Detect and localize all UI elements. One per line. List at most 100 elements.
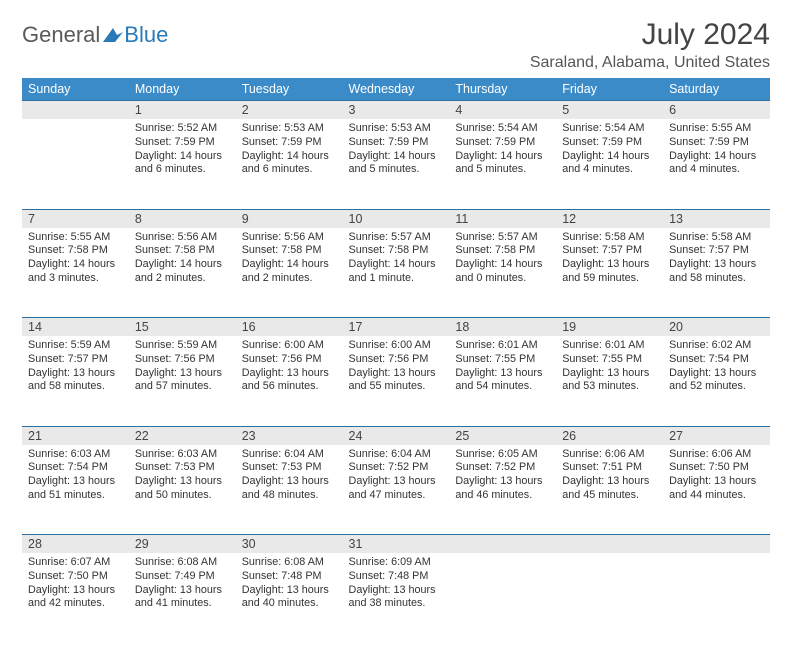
day-number-cell bbox=[663, 535, 770, 554]
page-header: GeneralBlue July 2024 Saraland, Alabama,… bbox=[22, 18, 770, 72]
day-number-cell: 12 bbox=[556, 209, 663, 228]
sunset-line: Sunset: 7:57 PM bbox=[28, 353, 123, 367]
day-number-cell: 18 bbox=[449, 318, 556, 337]
sunrise-line: Sunrise: 6:02 AM bbox=[669, 339, 764, 353]
daylight-line: Daylight: 14 hours and 2 minutes. bbox=[242, 258, 337, 286]
day-number-cell: 28 bbox=[22, 535, 129, 554]
month-title: July 2024 bbox=[530, 18, 770, 52]
daylight-line: Daylight: 14 hours and 6 minutes. bbox=[242, 150, 337, 178]
day-content-cell: Sunrise: 5:53 AMSunset: 7:59 PMDaylight:… bbox=[236, 119, 343, 209]
sunrise-line: Sunrise: 6:04 AM bbox=[349, 448, 444, 462]
day-content-cell: Sunrise: 6:00 AMSunset: 7:56 PMDaylight:… bbox=[343, 336, 450, 426]
sunset-line: Sunset: 7:54 PM bbox=[28, 461, 123, 475]
day-number-cell: 29 bbox=[129, 535, 236, 554]
sunset-line: Sunset: 7:52 PM bbox=[455, 461, 550, 475]
day-number-cell: 20 bbox=[663, 318, 770, 337]
day-number-cell: 1 bbox=[129, 101, 236, 120]
daylight-line: Daylight: 13 hours and 42 minutes. bbox=[28, 584, 123, 612]
day-content-cell: Sunrise: 6:02 AMSunset: 7:54 PMDaylight:… bbox=[663, 336, 770, 426]
daylight-line: Daylight: 13 hours and 57 minutes. bbox=[135, 367, 230, 395]
sunset-line: Sunset: 7:59 PM bbox=[349, 136, 444, 150]
day-number-cell: 19 bbox=[556, 318, 663, 337]
calendar-body: 123456Sunrise: 5:52 AMSunset: 7:59 PMDay… bbox=[22, 101, 770, 644]
day-content-row: Sunrise: 6:07 AMSunset: 7:50 PMDaylight:… bbox=[22, 553, 770, 643]
daylight-line: Daylight: 13 hours and 50 minutes. bbox=[135, 475, 230, 503]
day-content-cell: Sunrise: 5:59 AMSunset: 7:56 PMDaylight:… bbox=[129, 336, 236, 426]
day-content-cell: Sunrise: 6:00 AMSunset: 7:56 PMDaylight:… bbox=[236, 336, 343, 426]
daylight-line: Daylight: 13 hours and 59 minutes. bbox=[562, 258, 657, 286]
sunset-line: Sunset: 7:48 PM bbox=[349, 570, 444, 584]
day-number-cell: 4 bbox=[449, 101, 556, 120]
day-content-cell bbox=[22, 119, 129, 209]
sunrise-line: Sunrise: 5:55 AM bbox=[669, 122, 764, 136]
daylight-line: Daylight: 13 hours and 55 minutes. bbox=[349, 367, 444, 395]
sunrise-line: Sunrise: 6:03 AM bbox=[135, 448, 230, 462]
sunrise-line: Sunrise: 6:05 AM bbox=[455, 448, 550, 462]
daylight-line: Daylight: 13 hours and 46 minutes. bbox=[455, 475, 550, 503]
day-content-cell: Sunrise: 6:03 AMSunset: 7:54 PMDaylight:… bbox=[22, 445, 129, 535]
sunset-line: Sunset: 7:56 PM bbox=[242, 353, 337, 367]
daylight-line: Daylight: 13 hours and 47 minutes. bbox=[349, 475, 444, 503]
logo: GeneralBlue bbox=[22, 18, 168, 48]
day-number-cell bbox=[556, 535, 663, 554]
calendar-table: Sunday Monday Tuesday Wednesday Thursday… bbox=[22, 78, 770, 643]
daylight-line: Daylight: 13 hours and 51 minutes. bbox=[28, 475, 123, 503]
sunset-line: Sunset: 7:59 PM bbox=[455, 136, 550, 150]
day-number-cell: 6 bbox=[663, 101, 770, 120]
weekday-header: Wednesday bbox=[343, 78, 450, 101]
day-number-cell: 22 bbox=[129, 426, 236, 445]
day-number-cell: 15 bbox=[129, 318, 236, 337]
sunrise-line: Sunrise: 5:53 AM bbox=[349, 122, 444, 136]
daylight-line: Daylight: 14 hours and 6 minutes. bbox=[135, 150, 230, 178]
day-number-cell: 16 bbox=[236, 318, 343, 337]
sunrise-line: Sunrise: 5:52 AM bbox=[135, 122, 230, 136]
day-content-row: Sunrise: 5:52 AMSunset: 7:59 PMDaylight:… bbox=[22, 119, 770, 209]
weekday-header-row: Sunday Monday Tuesday Wednesday Thursday… bbox=[22, 78, 770, 101]
sunrise-line: Sunrise: 5:56 AM bbox=[135, 231, 230, 245]
sunset-line: Sunset: 7:50 PM bbox=[669, 461, 764, 475]
sunset-line: Sunset: 7:59 PM bbox=[562, 136, 657, 150]
weekday-header: Monday bbox=[129, 78, 236, 101]
day-content-cell: Sunrise: 5:59 AMSunset: 7:57 PMDaylight:… bbox=[22, 336, 129, 426]
day-number-cell: 17 bbox=[343, 318, 450, 337]
day-content-cell: Sunrise: 5:57 AMSunset: 7:58 PMDaylight:… bbox=[449, 228, 556, 318]
day-content-cell: Sunrise: 6:03 AMSunset: 7:53 PMDaylight:… bbox=[129, 445, 236, 535]
sunset-line: Sunset: 7:58 PM bbox=[242, 244, 337, 258]
daylight-line: Daylight: 14 hours and 3 minutes. bbox=[28, 258, 123, 286]
daylight-line: Daylight: 13 hours and 52 minutes. bbox=[669, 367, 764, 395]
sunrise-line: Sunrise: 6:04 AM bbox=[242, 448, 337, 462]
day-content-cell: Sunrise: 5:55 AMSunset: 7:58 PMDaylight:… bbox=[22, 228, 129, 318]
day-content-cell: Sunrise: 5:58 AMSunset: 7:57 PMDaylight:… bbox=[556, 228, 663, 318]
sunrise-line: Sunrise: 6:00 AM bbox=[349, 339, 444, 353]
daylight-line: Daylight: 13 hours and 58 minutes. bbox=[28, 367, 123, 395]
weekday-header: Tuesday bbox=[236, 78, 343, 101]
sunrise-line: Sunrise: 5:57 AM bbox=[455, 231, 550, 245]
sunrise-line: Sunrise: 6:08 AM bbox=[242, 556, 337, 570]
daylight-line: Daylight: 13 hours and 48 minutes. bbox=[242, 475, 337, 503]
sunset-line: Sunset: 7:52 PM bbox=[349, 461, 444, 475]
day-number-cell: 21 bbox=[22, 426, 129, 445]
day-content-cell: Sunrise: 6:04 AMSunset: 7:53 PMDaylight:… bbox=[236, 445, 343, 535]
day-number-row: 21222324252627 bbox=[22, 426, 770, 445]
day-content-cell: Sunrise: 5:54 AMSunset: 7:59 PMDaylight:… bbox=[556, 119, 663, 209]
day-content-cell: Sunrise: 6:06 AMSunset: 7:51 PMDaylight:… bbox=[556, 445, 663, 535]
sunset-line: Sunset: 7:53 PM bbox=[242, 461, 337, 475]
title-block: July 2024 Saraland, Alabama, United Stat… bbox=[530, 18, 770, 72]
day-number-cell: 10 bbox=[343, 209, 450, 228]
sunset-line: Sunset: 7:58 PM bbox=[455, 244, 550, 258]
day-content-cell: Sunrise: 6:08 AMSunset: 7:49 PMDaylight:… bbox=[129, 553, 236, 643]
sunrise-line: Sunrise: 5:56 AM bbox=[242, 231, 337, 245]
sunrise-line: Sunrise: 5:53 AM bbox=[242, 122, 337, 136]
day-content-cell: Sunrise: 6:06 AMSunset: 7:50 PMDaylight:… bbox=[663, 445, 770, 535]
day-number-cell: 8 bbox=[129, 209, 236, 228]
day-content-cell: Sunrise: 5:54 AMSunset: 7:59 PMDaylight:… bbox=[449, 119, 556, 209]
day-content-cell: Sunrise: 6:05 AMSunset: 7:52 PMDaylight:… bbox=[449, 445, 556, 535]
day-content-cell: Sunrise: 5:56 AMSunset: 7:58 PMDaylight:… bbox=[129, 228, 236, 318]
daylight-line: Daylight: 14 hours and 4 minutes. bbox=[562, 150, 657, 178]
sunset-line: Sunset: 7:48 PM bbox=[242, 570, 337, 584]
logo-text-blue: Blue bbox=[124, 22, 168, 48]
sunrise-line: Sunrise: 6:06 AM bbox=[562, 448, 657, 462]
day-content-cell: Sunrise: 5:55 AMSunset: 7:59 PMDaylight:… bbox=[663, 119, 770, 209]
daylight-line: Daylight: 13 hours and 54 minutes. bbox=[455, 367, 550, 395]
daylight-line: Daylight: 13 hours and 45 minutes. bbox=[562, 475, 657, 503]
